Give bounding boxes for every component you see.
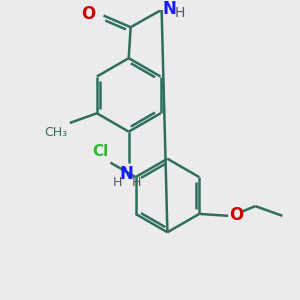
- Text: H: H: [112, 176, 122, 189]
- Text: N: N: [120, 165, 134, 183]
- Text: CH₃: CH₃: [44, 126, 67, 139]
- Text: H: H: [174, 6, 184, 20]
- Text: O: O: [82, 4, 96, 22]
- Text: H: H: [132, 176, 141, 189]
- Text: O: O: [229, 206, 244, 224]
- Text: N: N: [163, 0, 176, 18]
- Text: Cl: Cl: [92, 144, 109, 159]
